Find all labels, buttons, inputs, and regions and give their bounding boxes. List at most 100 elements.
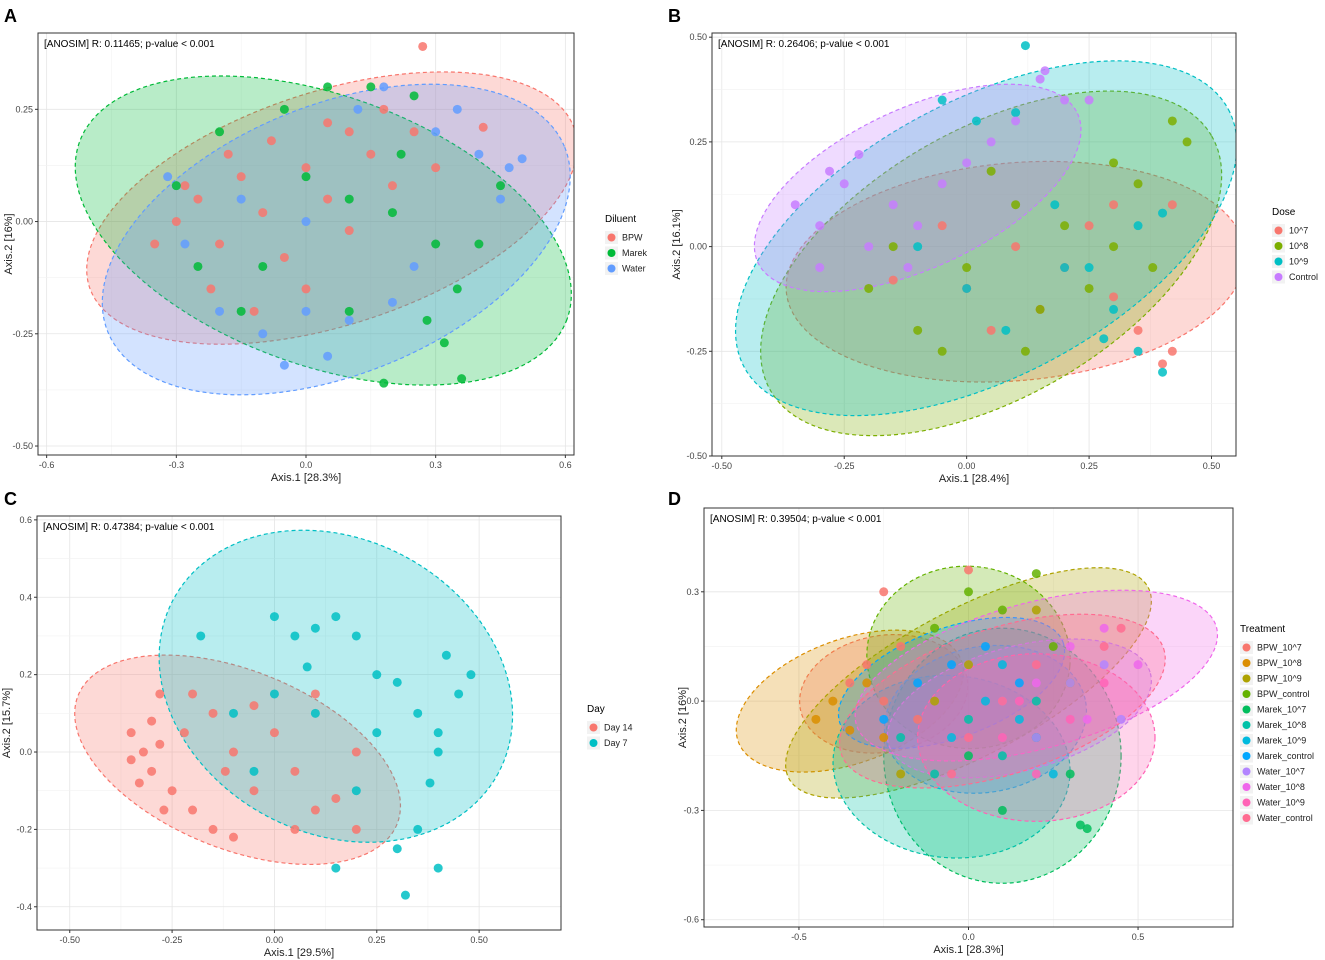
x-tick-label: -0.25: [834, 461, 855, 471]
x-tick-label: -0.25: [162, 935, 183, 945]
data-point: [997, 733, 1007, 743]
legend-label: Water_10^7: [1257, 767, 1305, 777]
data-point: [223, 149, 233, 159]
confidence-ellipse: [886, 638, 1152, 779]
data-point: [258, 329, 268, 339]
data-point: [425, 778, 435, 788]
data-point: [854, 149, 864, 159]
panel-c: C -0.50 -0.25 0.00 0.25 0.50 -0.4 -0.2 0.0 0.2 0.4…: [1, 489, 633, 959]
data-point: [997, 805, 1007, 815]
data-point: [163, 172, 173, 182]
data-point: [138, 747, 148, 757]
data-point: [496, 194, 506, 204]
confidence-ellipse: [760, 90, 1223, 437]
data-point: [980, 696, 990, 706]
legend-title: Day: [587, 704, 605, 715]
data-point: [997, 660, 1007, 670]
legend-key: [1274, 226, 1283, 235]
legend-key: [1274, 273, 1283, 281]
data-point: [1031, 569, 1041, 579]
data-point: [180, 181, 190, 191]
data-point: [366, 82, 376, 92]
data-point: [1109, 158, 1119, 168]
data-point: [980, 641, 990, 651]
data-point: [1014, 696, 1024, 706]
data-point: [937, 179, 947, 189]
data-point: [452, 104, 462, 114]
data-point: [862, 660, 872, 670]
y-tick-label: 0.00: [15, 217, 33, 227]
data-point: [409, 91, 419, 101]
plot-background: [37, 516, 561, 930]
data-point: [351, 631, 361, 641]
data-point: [879, 733, 889, 743]
data-point: [147, 766, 157, 776]
legend-key: [607, 249, 616, 257]
data-point: [815, 263, 825, 273]
data-point: [1182, 137, 1192, 147]
y-axis-title: Axis.2 [16%]: [677, 687, 689, 748]
data-point: [964, 714, 973, 724]
data-point: [193, 194, 203, 204]
data-point: [1065, 641, 1075, 651]
data-point: [418, 41, 428, 51]
x-tick-label: 0.00: [266, 935, 284, 945]
y-tick-label: -0.25: [12, 329, 33, 339]
x-axis-title: Axis.1 [28.3%]: [933, 944, 1003, 956]
legend-title: Dose: [1272, 207, 1296, 218]
data-point: [962, 283, 972, 293]
y-axis-title: Axis.2 [16.1%]: [671, 209, 683, 279]
data-point: [896, 641, 906, 651]
y-tick-label: 0.25: [15, 104, 33, 114]
data-point: [150, 239, 160, 249]
data-point: [828, 696, 838, 706]
data-point: [167, 786, 177, 796]
data-point: [937, 95, 947, 105]
data-point: [413, 824, 423, 834]
data-point: [301, 306, 311, 316]
data-point: [1031, 769, 1041, 779]
gridlines: [704, 508, 1233, 927]
data-point: [1133, 346, 1143, 356]
legend-key: [1242, 798, 1251, 807]
x-tick-label: 0.50: [1203, 461, 1221, 471]
data-point: [986, 137, 996, 147]
data-point: [258, 208, 268, 218]
data-point: [351, 786, 361, 796]
anosim-annotation: [ANOSIM] R: 0.39504; p-value < 0.001: [710, 514, 882, 525]
legend-label: Water_control: [1257, 813, 1313, 823]
legend-label: Water_10^8: [1257, 782, 1305, 792]
plot-area: [734, 41, 1236, 437]
x-tick-label: -0.3: [169, 460, 185, 470]
data-point: [155, 689, 165, 699]
data-point: [1116, 714, 1126, 724]
data-point: [888, 275, 898, 285]
data-point: [279, 252, 289, 262]
legend-title: Diluent: [605, 214, 636, 225]
data-point: [913, 714, 923, 724]
data-point: [457, 374, 467, 384]
data-point: [188, 805, 198, 815]
data-point: [964, 587, 973, 597]
data-point: [344, 226, 354, 236]
plot-frame: [36, 515, 562, 931]
legend-label: Day 7: [604, 738, 628, 748]
data-point: [1060, 95, 1070, 105]
data-point: [310, 805, 320, 815]
data-point: [236, 306, 246, 316]
data-point: [1035, 304, 1045, 314]
legend: Dose 10^7 10^8 10^9 Control: [1272, 207, 1318, 284]
legend-key: [1242, 643, 1251, 652]
y-tick-label: -0.6: [683, 915, 699, 925]
data-point: [290, 824, 300, 834]
plot-area: [74, 41, 574, 396]
data-point: [964, 733, 973, 743]
data-point: [930, 696, 940, 706]
legend-label: Marek_10^7: [1257, 705, 1306, 715]
data-point: [1167, 116, 1177, 126]
data-point: [331, 793, 341, 803]
data-point: [413, 708, 423, 718]
data-point: [290, 766, 300, 776]
confidence-ellipse: [735, 629, 964, 773]
confidence-ellipse: [101, 83, 571, 396]
